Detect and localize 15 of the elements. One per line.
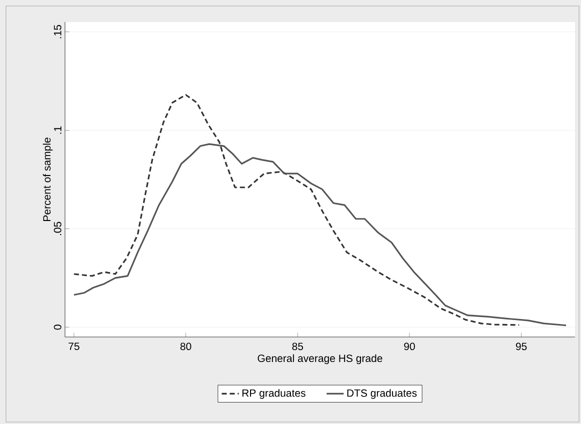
x-tick-label: 85 [292,342,304,350]
legend-label: DTS graduates [347,389,417,399]
x-tick-label: 95 [516,342,527,350]
y-tick-label: .1 [54,126,62,134]
y-axis-title: Percent of sample [42,138,53,221]
x-tick-label: 75 [68,342,80,350]
line-series [73,94,520,326]
line-series [73,143,567,326]
x-tick-label: 90 [404,342,415,350]
y-tick-label: .15 [54,24,62,38]
legend-label: RP graduates [242,389,306,399]
y-tick-label: .05 [54,222,62,236]
y-tick-label: 0 [54,324,62,330]
x-axis-title: General average HS grade [258,354,382,364]
x-tick-label: 80 [180,342,192,350]
